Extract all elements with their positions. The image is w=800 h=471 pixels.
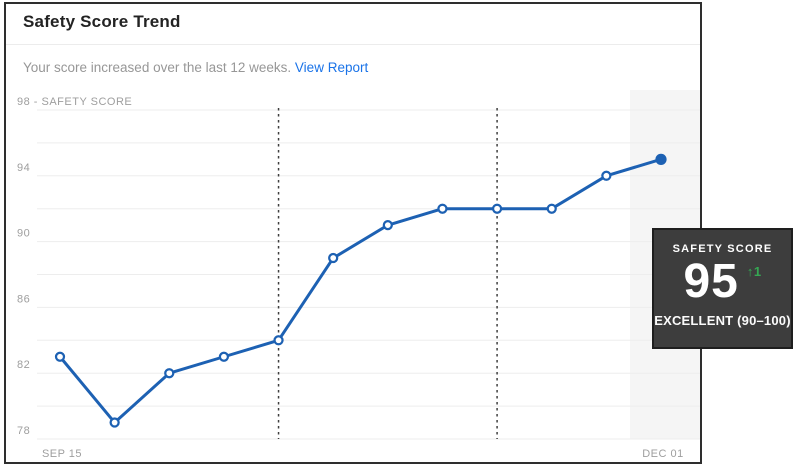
y-axis-label: 78 [17, 425, 30, 437]
data-point-current [655, 153, 667, 165]
safety-score-card: Safety Score Trend Your score increased … [4, 2, 702, 464]
badge-delta-up-arrow: ↑1 [746, 264, 762, 279]
data-point [54, 351, 66, 362]
safety-score-chart: 98 - SAFETY SCORE 94 90 86 82 78 SEP 15 DEC 01 [17, 90, 700, 460]
data-point [218, 351, 230, 362]
subtitle-text: Your score increased over the last 12 we… [23, 60, 292, 75]
data-point [601, 170, 612, 181]
trend-line [58, 157, 663, 425]
data-point [109, 417, 120, 428]
y-axis-label: 86 [17, 293, 30, 305]
subtitle: Your score increased over the last 12 we… [23, 60, 368, 75]
y-axis-label: 82 [17, 359, 30, 371]
badge-rating: EXCELLENT (90–100) [654, 313, 791, 328]
safety-score-badge: SAFETY SCORE 95 ↑1 EXCELLENT (90–100) [652, 228, 793, 349]
data-point [328, 252, 339, 264]
x-axis-label: SEP 15 [42, 448, 82, 460]
page-title: Safety Score Trend [23, 12, 181, 31]
badge-score-value: 95 [683, 255, 739, 308]
data-point [491, 203, 503, 214]
y-axis-label: 90 [17, 228, 30, 240]
badge-label: SAFETY SCORE [672, 243, 773, 255]
x-axis-label: DEC 01 [642, 448, 684, 460]
data-point [382, 220, 393, 231]
data-point [437, 203, 448, 214]
y-axis-label: 94 [17, 162, 30, 174]
badge-score-row: 95 ↑1 [654, 257, 791, 309]
data-point [273, 335, 284, 346]
title-divider [6, 44, 700, 45]
data-point [164, 368, 175, 379]
data-point [546, 203, 557, 214]
y-axis-label: 98 - SAFETY SCORE [17, 96, 132, 108]
view-report-link[interactable]: View Report [294, 60, 369, 75]
